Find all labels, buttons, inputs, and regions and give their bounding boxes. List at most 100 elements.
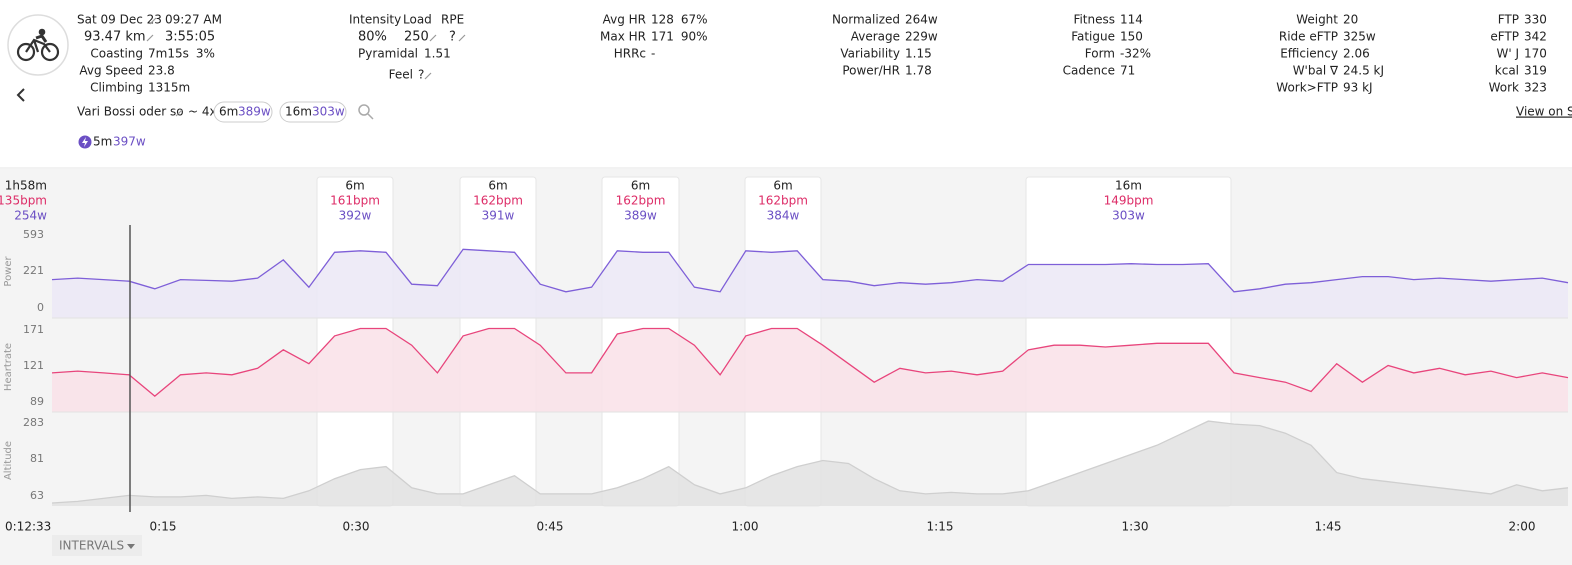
trace-area (52, 421, 1568, 506)
x-tick-label: 0:45 (537, 520, 564, 534)
edit-icon[interactable] (424, 72, 432, 80)
trace-area (52, 328, 1568, 412)
stat-label: Coasting (90, 47, 143, 61)
interval-power: 392w (339, 209, 372, 223)
stat-value: 330 (1524, 13, 1547, 27)
trace-line (51, 420, 1569, 504)
stat-label: Avg Speed (79, 64, 143, 78)
chip[interactable] (213, 101, 273, 123)
stat-label: Variability (840, 47, 900, 61)
stat-label: Form (1085, 47, 1115, 61)
panel-title: Heartrate (3, 343, 14, 391)
stat-extra: 90% (681, 30, 708, 44)
edit-icon[interactable] (429, 34, 437, 42)
y-tick-label: 63 (30, 489, 44, 502)
dropdown-arrow (127, 544, 135, 549)
best-duration: 5m (93, 135, 112, 149)
stat-value: 1315m (148, 81, 190, 95)
trace-line (51, 248, 1569, 293)
stat-value: 7m15s (148, 47, 189, 61)
stat-label: W' J (1496, 47, 1519, 61)
x-tick-label: 1:15 (927, 520, 954, 534)
stat-label: Work>FTP (1276, 81, 1338, 95)
intervals-label: INTERVALS (59, 539, 124, 553)
intervals-button[interactable] (52, 535, 142, 556)
x-tick-label: 1:30 (1122, 520, 1149, 534)
best-power: 397w (113, 135, 146, 149)
interval-power: 391w (482, 209, 515, 223)
stat-label: Avg HR (603, 13, 646, 27)
y-tick-label: 171 (23, 323, 44, 336)
stat-value: 342 (1524, 30, 1547, 44)
stat-label: Fitness (1073, 13, 1115, 27)
stat-label: FTP (1498, 13, 1519, 27)
stat-label: Max HR (600, 30, 646, 44)
stat-value: 2.06 (1343, 47, 1370, 61)
panel-title: Altitude (3, 441, 14, 480)
edit-icon[interactable] (175, 109, 183, 117)
y-tick-label: 121 (23, 359, 44, 372)
summary-power: 254w (14, 209, 47, 223)
stat-value: 323 (1524, 81, 1547, 95)
stat-value: 128 (651, 13, 674, 27)
load-header: RPE (441, 13, 464, 27)
interval-power: 389w (624, 209, 657, 223)
stat-label: Average (851, 30, 900, 44)
interval-hr: 161bpm (330, 194, 380, 208)
stat-label: Normalized (832, 13, 900, 27)
stat-value: 264w (905, 13, 938, 27)
stat-value: 93 kJ (1343, 81, 1373, 95)
x-start: 0:12:33 (5, 520, 51, 534)
interval-hr: 162bpm (616, 194, 666, 208)
stat-label: Climbing (90, 81, 143, 95)
load-header: Intensity (349, 13, 401, 27)
stat-value: 319 (1524, 64, 1547, 78)
distance: 93.47 km (84, 30, 146, 45)
x-tick-label: 2:00 (1509, 520, 1536, 534)
chip-power: 303w (312, 105, 345, 119)
load-header: Load (403, 13, 432, 27)
chip-duration: 6m (219, 105, 238, 119)
stat-label: Efficiency (1280, 47, 1338, 61)
load-value: 250 (404, 30, 429, 45)
edit-icon[interactable] (146, 34, 154, 42)
interval-power: 303w (1112, 209, 1145, 223)
stat-value: -32% (1120, 47, 1151, 61)
stat-value: 24.5 kJ (1343, 64, 1384, 78)
stat-extra: 3% (196, 47, 215, 61)
stat-label: Fatigue (1071, 30, 1115, 44)
edit-icon[interactable] (149, 17, 157, 25)
chip[interactable] (279, 101, 347, 123)
edit-icon[interactable] (458, 34, 466, 42)
view-link[interactable]: View on Strava (1516, 105, 1572, 119)
load-value: 80% (358, 30, 387, 45)
time: 09:27 AM (165, 13, 222, 27)
stat-label: Feel (389, 68, 413, 82)
x-tick-label: 1:45 (1315, 520, 1342, 534)
stat-label: kcal (1495, 64, 1519, 78)
back-button[interactable] (16, 88, 25, 102)
panel-title: Power (3, 255, 14, 286)
stat-label: Power/HR (842, 64, 900, 78)
x-tick-label: 0:30 (343, 520, 370, 534)
stat-label: Ride eFTP (1279, 30, 1338, 44)
chip-power: 389w (238, 105, 271, 119)
y-tick-label: 0 (37, 301, 44, 314)
interval-duration: 6m (631, 179, 650, 193)
stat-label: Weight (1296, 13, 1338, 27)
activity-name: Vari Bossi oder so (77, 105, 184, 119)
stat-label: Work (1489, 81, 1519, 95)
stat-value: 171 (651, 30, 674, 44)
search-icon[interactable] (358, 104, 374, 120)
stat-extra: 67% (681, 13, 708, 27)
stat-value: - (651, 47, 655, 61)
sport-avatar[interactable] (7, 14, 69, 76)
interval-power: 384w (767, 209, 800, 223)
interval-hr: 162bpm (758, 194, 808, 208)
stat-value: 23.8 (148, 64, 175, 78)
interval-pattern: ~ 4x (188, 105, 217, 119)
x-tick-label: 1:00 (732, 520, 759, 534)
interval-duration: 16m (1115, 179, 1142, 193)
stat-label: eFTP (1490, 30, 1519, 44)
stat-value: ? (418, 68, 424, 82)
